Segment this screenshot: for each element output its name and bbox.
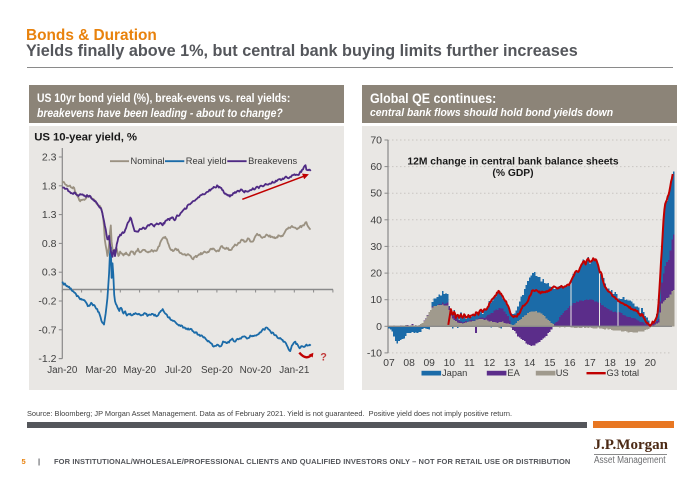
svg-text:-10: -10: [367, 347, 382, 359]
svg-text:-1.2: -1.2: [38, 353, 56, 365]
svg-text:Breakevens: Breakevens: [248, 156, 297, 166]
svg-text:15: 15: [544, 358, 556, 369]
svg-text:Sep-20: Sep-20: [201, 365, 233, 376]
svg-text:70: 70: [370, 135, 382, 147]
svg-text:May-20: May-20: [123, 365, 156, 376]
svg-text:13: 13: [504, 358, 516, 369]
svg-text:19: 19: [624, 358, 636, 369]
svg-text:Nominal: Nominal: [131, 156, 165, 166]
svg-text:Mar-20: Mar-20: [85, 365, 117, 376]
svg-text:08: 08: [403, 358, 415, 369]
svg-text:16: 16: [564, 358, 576, 369]
svg-text:-0.2: -0.2: [38, 296, 56, 308]
svg-text:10: 10: [444, 358, 456, 369]
svg-text:07: 07: [383, 358, 395, 369]
svg-text:12M change in central bank bal: 12M change in central bank balance sheet…: [407, 157, 618, 168]
svg-text:1.3: 1.3: [42, 209, 57, 221]
svg-text:EA: EA: [507, 368, 520, 378]
svg-text:(% GDP): (% GDP): [492, 168, 533, 179]
svg-text:1.8: 1.8: [42, 180, 57, 192]
svg-text:0: 0: [376, 321, 382, 333]
svg-text:20: 20: [370, 268, 382, 280]
svg-text:US 10-year yield, %: US 10-year yield, %: [34, 132, 137, 144]
svg-text:17: 17: [584, 358, 596, 369]
svg-text:11: 11: [464, 358, 475, 369]
svg-text:Nov-20: Nov-20: [240, 365, 272, 376]
svg-text:Jan-20: Jan-20: [47, 365, 78, 376]
svg-text:Real yield: Real yield: [186, 156, 227, 166]
svg-text:G3 total: G3 total: [607, 368, 640, 378]
svg-text:14: 14: [524, 358, 536, 369]
svg-text:Jul-20: Jul-20: [165, 365, 192, 376]
svg-text:0.3: 0.3: [42, 267, 57, 279]
svg-text:18: 18: [604, 358, 616, 369]
svg-text:20: 20: [645, 358, 657, 369]
svg-text:US: US: [556, 368, 569, 378]
svg-text:50: 50: [370, 188, 382, 200]
svg-text:40: 40: [370, 214, 382, 226]
svg-text:Jan-21: Jan-21: [279, 365, 310, 376]
svg-text:12: 12: [484, 358, 496, 369]
svg-text:60: 60: [370, 161, 382, 173]
svg-text:-0.7: -0.7: [38, 324, 56, 336]
svg-text:10: 10: [370, 294, 382, 306]
svg-text:2.3: 2.3: [42, 152, 57, 164]
svg-text:09: 09: [423, 358, 435, 369]
svg-text:Japan: Japan: [442, 368, 467, 378]
svg-text:30: 30: [370, 241, 382, 253]
svg-text:0.8: 0.8: [42, 238, 57, 250]
svg-text:?: ?: [320, 351, 327, 363]
